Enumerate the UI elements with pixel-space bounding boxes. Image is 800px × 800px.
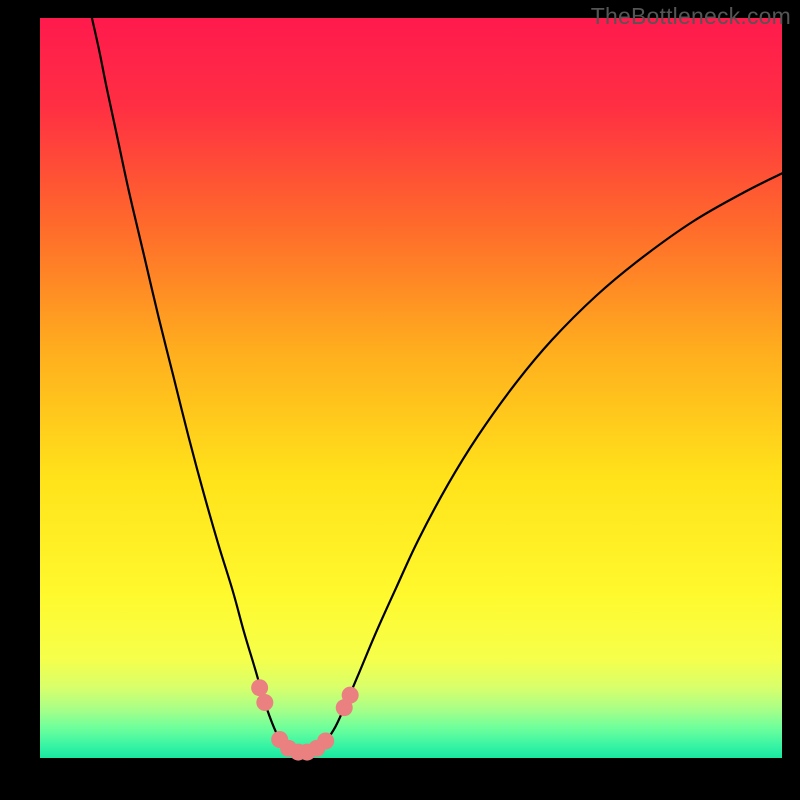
trough-marker [256, 694, 273, 711]
trough-marker [251, 679, 268, 696]
bottleneck-chart [0, 0, 800, 800]
gradient-plot-area [40, 18, 782, 758]
trough-marker [342, 687, 359, 704]
trough-marker [317, 732, 334, 749]
watermark-text: TheBottleneck.com [591, 3, 791, 30]
